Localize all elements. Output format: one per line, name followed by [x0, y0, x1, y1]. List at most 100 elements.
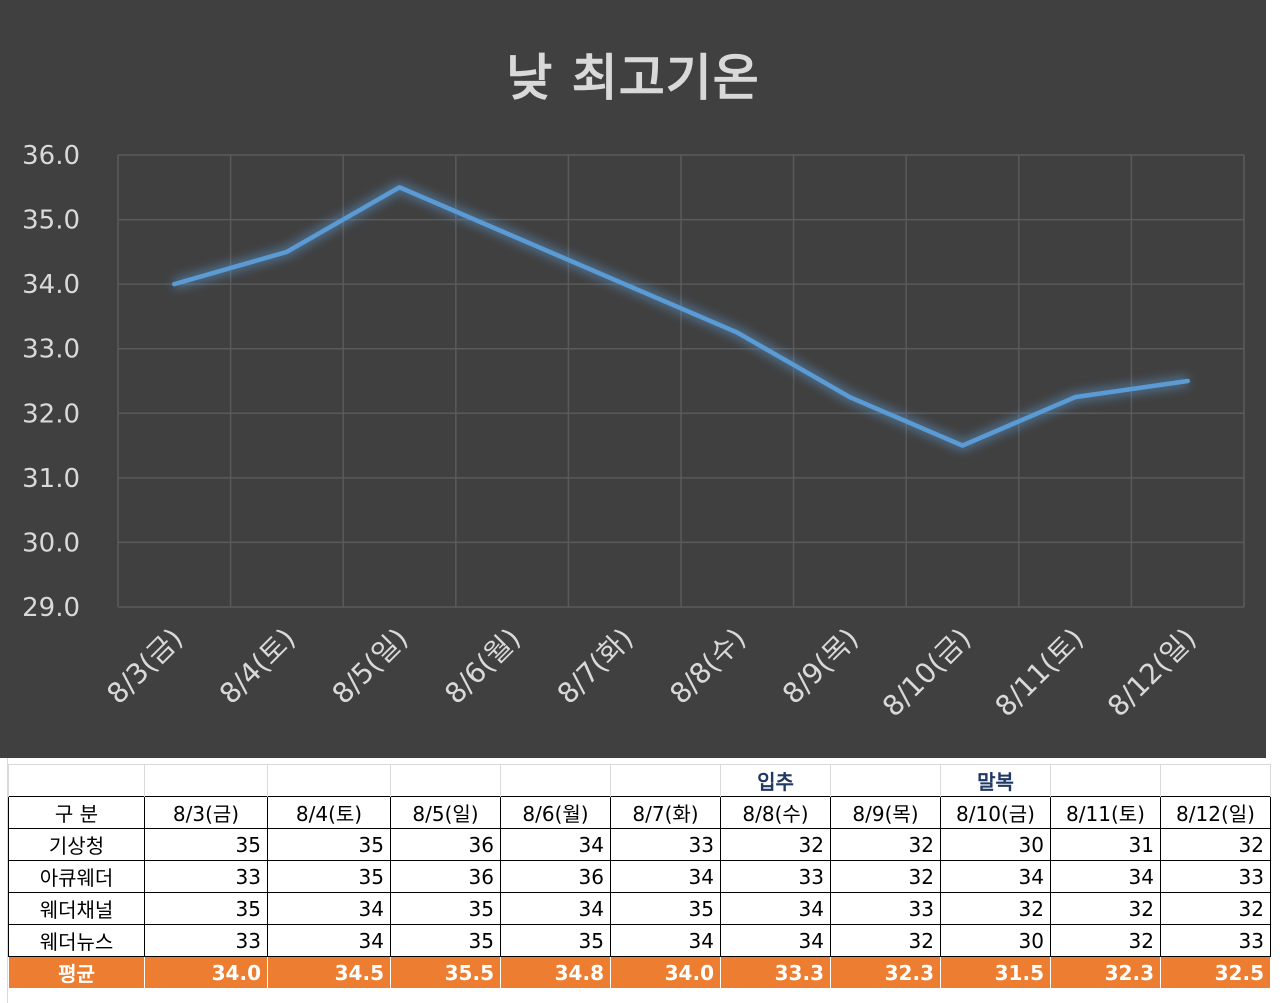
row-label-cell[interactable]: 아큐웨더: [8, 860, 145, 893]
average-value-cell[interactable]: 32.3: [830, 956, 941, 989]
data-point: [284, 249, 289, 254]
value-cell[interactable]: 36: [390, 828, 501, 861]
value-cell[interactable]: 33: [720, 860, 831, 893]
value-cell[interactable]: 33: [830, 892, 941, 925]
average-value-cell[interactable]: 34.8: [500, 956, 611, 989]
value-cell[interactable]: 34: [500, 892, 611, 925]
average-value-cell[interactable]: 35.5: [390, 956, 501, 989]
event-row: 입추 말복: [8, 764, 1271, 797]
y-tick-label: 33.0: [22, 335, 80, 365]
value-cell[interactable]: 35: [610, 892, 721, 925]
y-tick-label: 32.0: [22, 399, 80, 429]
header-cell[interactable]: 8/10(금): [940, 796, 1051, 829]
event-cell[interactable]: [144, 764, 268, 797]
average-value-cell[interactable]: 34.0: [610, 956, 721, 989]
average-value-cell[interactable]: 32.3: [1050, 956, 1161, 989]
value-cell[interactable]: 34: [1050, 860, 1161, 893]
average-label-cell[interactable]: 평균: [8, 956, 145, 989]
header-cell[interactable]: 8/4(토): [267, 796, 391, 829]
event-cell[interactable]: 말복: [940, 764, 1051, 797]
value-cell[interactable]: 32: [830, 828, 941, 861]
average-row: 평균 34.0 34.5 35.5 34.8 34.0 33.3 32.3 31.5 32.3 32…: [8, 956, 1271, 989]
header-cell[interactable]: 8/3(금): [144, 796, 268, 829]
value-cell[interactable]: 35: [267, 828, 391, 861]
value-cell[interactable]: 32: [1050, 924, 1161, 957]
event-cell[interactable]: [610, 764, 721, 797]
value-cell[interactable]: 32: [720, 828, 831, 861]
value-cell[interactable]: 32: [1050, 892, 1161, 925]
value-cell[interactable]: 32: [1160, 892, 1271, 925]
event-cell[interactable]: [1160, 764, 1271, 797]
row-label-cell[interactable]: 웨더채널: [8, 892, 145, 925]
y-tick-label: 34.0: [22, 270, 80, 300]
value-cell[interactable]: 34: [610, 924, 721, 957]
value-cell[interactable]: 35: [500, 924, 611, 957]
data-point: [1185, 379, 1190, 383]
row-label-cell[interactable]: 기상청: [8, 828, 145, 861]
average-value-cell[interactable]: 34.0: [144, 956, 268, 989]
value-cell[interactable]: 32: [940, 892, 1051, 925]
y-tick-label: 30.0: [22, 528, 80, 558]
value-cell[interactable]: 30: [940, 828, 1051, 861]
data-point: [622, 282, 627, 287]
value-cell[interactable]: 32: [830, 924, 941, 957]
event-cell[interactable]: 입추: [720, 764, 831, 797]
value-cell[interactable]: 36: [500, 860, 611, 893]
average-value-cell[interactable]: 31.5: [940, 956, 1051, 989]
value-cell[interactable]: 34: [720, 892, 831, 925]
x-tick-label: 8/3(금): [100, 622, 189, 711]
row-header-strip: [0, 758, 8, 1003]
y-tick-label: 36.0: [22, 141, 80, 171]
event-cell[interactable]: [8, 764, 145, 797]
value-cell[interactable]: 31: [1050, 828, 1161, 861]
average-value-cell[interactable]: 34.5: [267, 956, 391, 989]
x-tick-label: 8/12(일): [1101, 622, 1202, 723]
header-cell[interactable]: 8/11(토): [1050, 796, 1161, 829]
value-cell[interactable]: 34: [940, 860, 1051, 893]
average-value-cell[interactable]: 33.3: [720, 956, 831, 989]
event-cell[interactable]: [830, 764, 941, 797]
value-cell[interactable]: 35: [267, 860, 391, 893]
value-cell[interactable]: 33: [1160, 924, 1271, 957]
value-cell[interactable]: 33: [610, 828, 721, 861]
value-cell[interactable]: 34: [500, 828, 611, 861]
value-cell[interactable]: 34: [267, 892, 391, 925]
x-tick-label: 8/11(토): [989, 622, 1090, 723]
value-cell[interactable]: 35: [390, 924, 501, 957]
header-cell[interactable]: 구 분: [8, 796, 145, 829]
value-cell[interactable]: 32: [1160, 828, 1271, 861]
value-cell[interactable]: 33: [144, 860, 268, 893]
value-cell[interactable]: 34: [720, 924, 831, 957]
value-cell[interactable]: 34: [267, 924, 391, 957]
x-tick-label: 8/6(월): [438, 622, 527, 711]
row-label-cell[interactable]: 웨더뉴스: [8, 924, 145, 957]
value-cell[interactable]: 34: [610, 860, 721, 893]
data-point: [735, 330, 740, 335]
value-cell[interactable]: 35: [144, 828, 268, 861]
average-value-cell[interactable]: 32.5: [1160, 956, 1271, 989]
value-cell[interactable]: 35: [144, 892, 268, 925]
value-cell[interactable]: 36: [390, 860, 501, 893]
y-tick-label: 35.0: [22, 206, 80, 236]
event-cell[interactable]: [390, 764, 501, 797]
value-cell[interactable]: 33: [144, 924, 268, 957]
value-cell[interactable]: 33: [1160, 860, 1271, 893]
data-point: [1073, 395, 1078, 400]
chart-area[interactable]: 낮 최고기온 29.0 30.0 31.0 32.0 33.0 34.0 35.0 36.0 8…: [0, 0, 1266, 758]
header-cell[interactable]: 8/12(일): [1160, 796, 1271, 829]
event-cell[interactable]: [1050, 764, 1161, 797]
event-cell[interactable]: [500, 764, 611, 797]
event-cell[interactable]: [267, 764, 391, 797]
data-point: [510, 233, 515, 238]
header-cell[interactable]: 8/7(화): [610, 796, 721, 829]
header-cell[interactable]: 8/5(일): [390, 796, 501, 829]
header-cell[interactable]: 8/6(월): [500, 796, 611, 829]
value-cell[interactable]: 35: [390, 892, 501, 925]
x-tick-label: 8/7(화): [551, 622, 640, 711]
x-tick-label: 8/8(수): [663, 622, 752, 711]
header-cell[interactable]: 8/9(목): [830, 796, 941, 829]
value-cell[interactable]: 32: [830, 860, 941, 893]
value-cell[interactable]: 30: [940, 924, 1051, 957]
header-cell[interactable]: 8/8(수): [720, 796, 831, 829]
